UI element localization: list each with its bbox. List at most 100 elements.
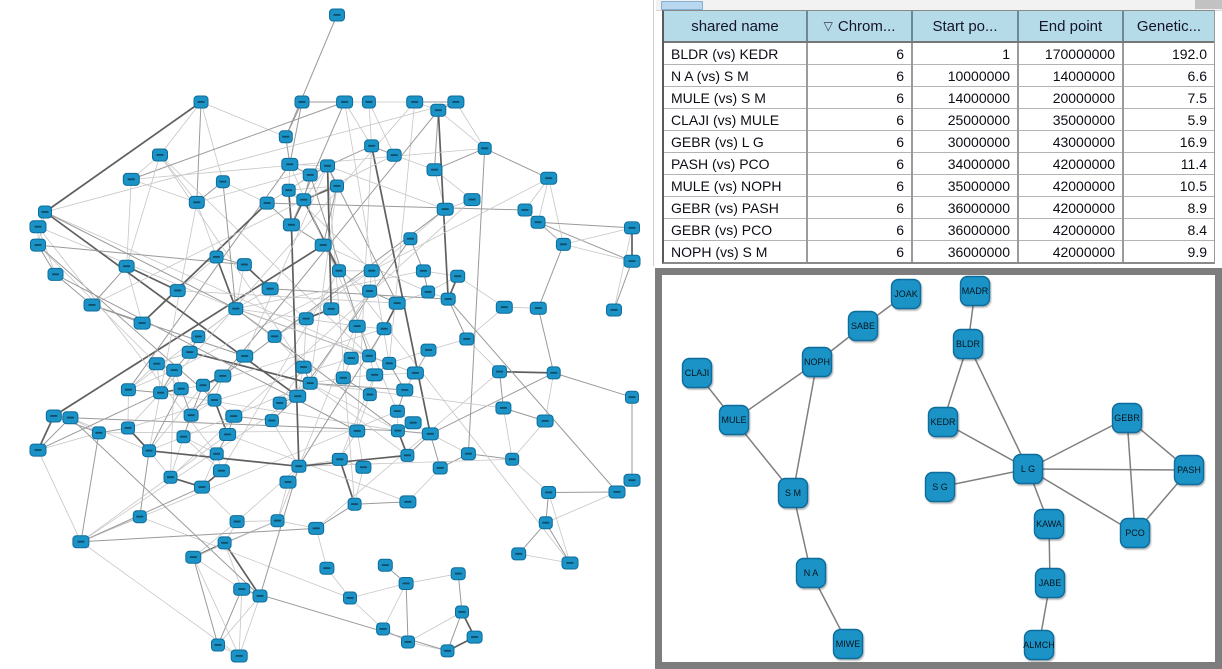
table-cell[interactable]: 42000000 xyxy=(1018,240,1124,262)
network-node[interactable] xyxy=(625,390,639,404)
node-shape[interactable] xyxy=(1119,517,1151,549)
network-node[interactable] xyxy=(541,486,557,499)
node-shape[interactable] xyxy=(1111,402,1143,434)
network-node[interactable] xyxy=(188,195,205,209)
network-node[interactable] xyxy=(366,368,384,382)
network-node-KEDR[interactable]: KEDR xyxy=(927,406,959,438)
network-node[interactable] xyxy=(377,558,393,572)
network-node[interactable] xyxy=(459,332,475,346)
table-cell[interactable]: 42000000 xyxy=(1018,196,1124,219)
network-node[interactable] xyxy=(440,292,456,306)
table-cell[interactable]: 6 xyxy=(807,218,913,241)
network-node[interactable] xyxy=(331,452,348,466)
table-cell[interactable]: 5.9 xyxy=(1123,108,1214,131)
network-node[interactable] xyxy=(302,376,318,390)
network-node[interactable] xyxy=(561,556,579,570)
node-shape[interactable] xyxy=(795,557,827,589)
network-node[interactable] xyxy=(432,461,448,475)
table-row[interactable]: GEBR (vs) L G 6 30000000 43000000 16.9 xyxy=(664,130,1214,153)
network-edge[interactable] xyxy=(202,328,385,386)
table-row[interactable]: PASH (vs) PCO 6 34000000 42000000 11.4 xyxy=(664,152,1214,175)
network-edge[interactable] xyxy=(434,110,439,170)
network-node[interactable] xyxy=(398,577,414,590)
network-edge[interactable] xyxy=(44,211,237,310)
network-node[interactable] xyxy=(440,644,455,658)
table-cell[interactable]: 192.0 xyxy=(1123,42,1214,65)
network-edge[interactable] xyxy=(545,491,618,524)
network-edge-L G-PCO[interactable] xyxy=(1027,468,1136,534)
network-edge[interactable] xyxy=(192,557,219,646)
network-node[interactable] xyxy=(294,95,310,109)
network-node-GEBR[interactable]: GEBR xyxy=(1111,402,1143,434)
table-cell[interactable]: 170000000 xyxy=(1018,42,1124,65)
network-node[interactable] xyxy=(436,202,454,216)
network-edge[interactable] xyxy=(499,370,554,374)
table-cell[interactable]: 20000000 xyxy=(1018,86,1124,109)
network-edge[interactable] xyxy=(200,101,286,138)
network-edge[interactable] xyxy=(455,101,486,149)
network-node[interactable] xyxy=(330,179,344,193)
network-node[interactable] xyxy=(323,302,340,316)
network-edge[interactable] xyxy=(200,101,224,182)
network-edge[interactable] xyxy=(91,265,127,306)
network-node[interactable] xyxy=(259,196,275,210)
network-node[interactable] xyxy=(279,475,297,489)
network-node[interactable] xyxy=(30,238,46,252)
network-edge[interactable] xyxy=(244,165,328,357)
network-edge[interactable] xyxy=(553,372,633,398)
network-node[interactable] xyxy=(193,95,209,109)
column-header[interactable]: End point xyxy=(1018,11,1124,43)
network-node[interactable] xyxy=(511,547,527,561)
network-node[interactable] xyxy=(355,460,372,474)
network-node[interactable] xyxy=(183,408,199,422)
network-edge[interactable] xyxy=(407,611,463,643)
network-edge-GEBR-PCO[interactable] xyxy=(1126,417,1136,534)
network-edge[interactable] xyxy=(44,101,457,213)
network-node[interactable] xyxy=(364,139,380,153)
network-edge[interactable] xyxy=(170,436,184,478)
network-edge[interactable] xyxy=(235,308,358,327)
network-edge[interactable] xyxy=(235,308,399,432)
network-edge[interactable] xyxy=(371,177,549,272)
network-edge[interactable] xyxy=(238,595,261,657)
network-node[interactable] xyxy=(38,205,52,219)
network-edge[interactable] xyxy=(70,417,398,432)
network-node-CLAJI[interactable]: CLAJI xyxy=(681,357,713,389)
network-edge[interactable] xyxy=(160,392,398,432)
network-edge[interactable] xyxy=(193,520,278,558)
network-edge[interactable] xyxy=(354,501,408,505)
network-edge[interactable] xyxy=(126,154,161,267)
network-edge[interactable] xyxy=(217,595,261,646)
network-edge[interactable] xyxy=(196,101,202,203)
network-edge[interactable] xyxy=(148,388,182,451)
network-edge[interactable] xyxy=(368,101,372,146)
network-edge[interactable] xyxy=(405,583,409,643)
network-node-KAWA[interactable]: KAWA xyxy=(1033,508,1065,540)
network-node-ALMCH[interactable]: ALMCH xyxy=(1023,629,1055,661)
network-edge[interactable] xyxy=(149,449,299,468)
network-edge[interactable] xyxy=(537,244,564,309)
table-cell[interactable]: 6 xyxy=(807,64,913,87)
network-edge[interactable] xyxy=(310,382,405,391)
network-edge[interactable] xyxy=(183,382,311,438)
network-node[interactable] xyxy=(267,329,282,343)
node-shape[interactable] xyxy=(1034,567,1066,599)
network-edge[interactable] xyxy=(544,372,555,422)
network-node-MULE[interactable]: MULE xyxy=(718,404,750,436)
table-cell[interactable]: GEBR (vs) PCO xyxy=(664,218,808,241)
node-shape[interactable] xyxy=(952,328,984,360)
network-node[interactable] xyxy=(196,378,210,392)
network-node[interactable] xyxy=(296,193,312,207)
network-node[interactable] xyxy=(132,510,147,524)
network-edge[interactable] xyxy=(80,432,100,542)
network-node[interactable] xyxy=(219,428,237,441)
network-node[interactable] xyxy=(228,302,244,316)
network-node[interactable] xyxy=(185,550,202,564)
network-edge[interactable] xyxy=(131,101,345,180)
network-node[interactable] xyxy=(91,426,106,440)
node-shape[interactable] xyxy=(801,346,833,378)
network-node[interactable] xyxy=(386,148,402,162)
network-edge[interactable] xyxy=(227,434,409,503)
table-cell[interactable]: 14000000 xyxy=(1018,64,1124,87)
network-node[interactable] xyxy=(83,298,101,312)
